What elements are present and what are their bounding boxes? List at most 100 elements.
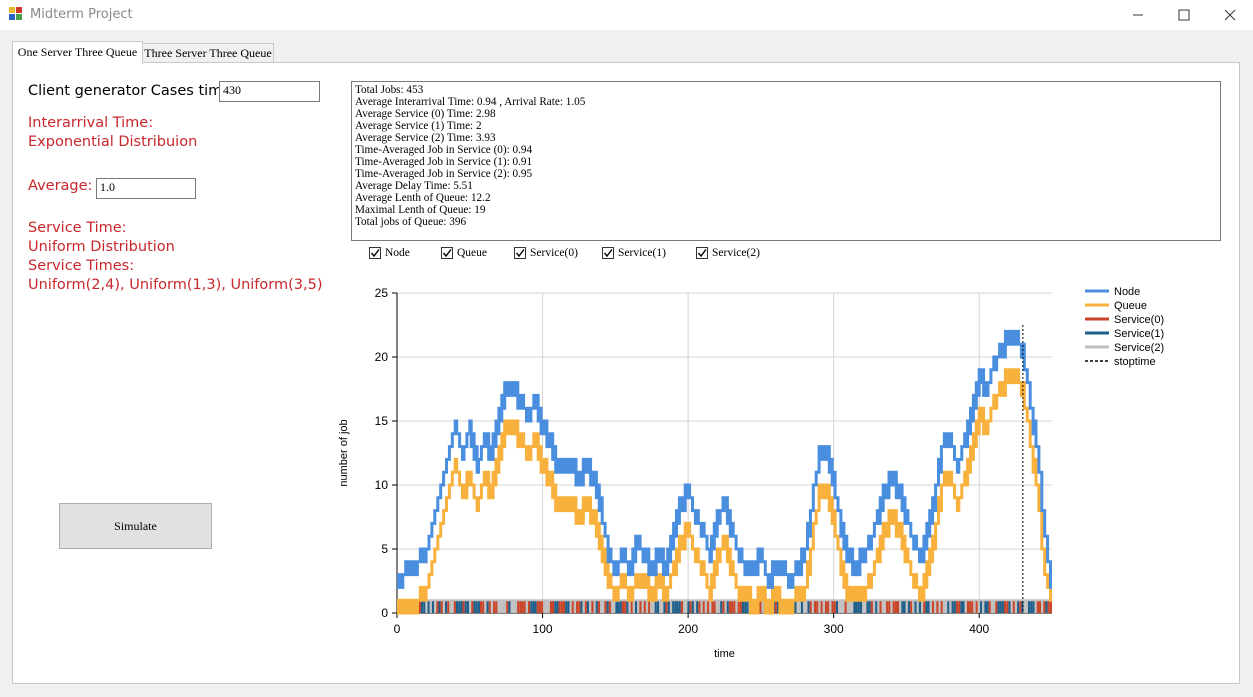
service-mark bbox=[1003, 600, 1007, 613]
service-mark bbox=[562, 600, 566, 613]
tab-three-server-three-queue[interactable]: Three Server Three Queue bbox=[142, 43, 274, 63]
service-mark bbox=[977, 600, 980, 613]
service-mark bbox=[702, 600, 705, 613]
close-button[interactable] bbox=[1207, 0, 1253, 30]
service-mark bbox=[567, 600, 570, 613]
service-mark bbox=[549, 600, 553, 613]
service-mark bbox=[693, 600, 697, 613]
service-mark bbox=[663, 600, 666, 613]
service-mark bbox=[969, 600, 972, 613]
checkbox-box[interactable] bbox=[602, 247, 614, 259]
checkbox-service-1[interactable]: Service(1) bbox=[602, 247, 666, 259]
legend-label: stoptime bbox=[1114, 356, 1156, 368]
service-mark bbox=[901, 600, 904, 613]
service-mark bbox=[698, 600, 701, 613]
service-mark bbox=[949, 600, 952, 613]
stats-line: Total Jobs: 453 bbox=[355, 84, 424, 96]
service-mark bbox=[940, 600, 943, 613]
y-tick-label: 20 bbox=[375, 350, 389, 364]
minimize-icon bbox=[1133, 14, 1143, 16]
x-tick-label: 300 bbox=[824, 622, 844, 636]
y-tick-label: 15 bbox=[375, 414, 389, 428]
x-tick-label: 100 bbox=[533, 622, 553, 636]
title-bar: Midterm Project bbox=[0, 0, 1253, 30]
service-mark bbox=[541, 600, 544, 613]
service-mark bbox=[495, 600, 498, 613]
service-mark bbox=[674, 600, 677, 613]
service-mark bbox=[669, 600, 673, 613]
service-mark bbox=[883, 600, 887, 613]
service-mark bbox=[746, 600, 749, 613]
service-mark bbox=[438, 600, 441, 613]
node-series-line bbox=[397, 329, 1052, 589]
service-mark bbox=[464, 600, 467, 613]
service-mark bbox=[477, 600, 480, 613]
stats-line: Time-Averaged Job in Service (0): 0.94 bbox=[355, 144, 533, 156]
simulate-button[interactable]: Simulate bbox=[59, 503, 212, 549]
app-icon bbox=[9, 7, 22, 20]
service-mark bbox=[543, 600, 546, 613]
checkbox-node[interactable]: Node bbox=[369, 247, 410, 259]
average-label: Average: bbox=[28, 178, 93, 194]
service-mark bbox=[602, 600, 605, 613]
service-mark bbox=[497, 600, 500, 613]
service-mark bbox=[759, 600, 762, 613]
stats-output[interactable]: Total Jobs: 453 Average Interarrival Tim… bbox=[351, 81, 1221, 241]
service-mark bbox=[484, 600, 487, 613]
service-mark bbox=[545, 600, 548, 613]
service-mark bbox=[816, 600, 819, 613]
service-mark bbox=[593, 600, 596, 613]
legend-label: Service(1) bbox=[1114, 328, 1164, 340]
stats-line: Time-Averaged Job in Service (1): 0.91 bbox=[355, 156, 533, 168]
service-mark bbox=[482, 600, 485, 613]
service-mark bbox=[798, 600, 801, 613]
checkbox-box[interactable] bbox=[696, 247, 708, 259]
service-mark bbox=[582, 600, 585, 613]
checkbox-queue[interactable]: Queue bbox=[441, 247, 487, 259]
checkbox-box[interactable] bbox=[441, 247, 453, 259]
service-mark bbox=[580, 600, 583, 613]
service-mark bbox=[488, 600, 491, 613]
service-mark bbox=[475, 600, 478, 613]
service-mark bbox=[942, 600, 946, 613]
tab-one-server-three-queue[interactable]: One Server Three Queue bbox=[12, 41, 143, 64]
service-mark bbox=[621, 600, 625, 613]
minimize-button[interactable] bbox=[1115, 0, 1161, 30]
service-mark bbox=[888, 600, 891, 613]
checkbox-service-0[interactable]: Service(0) bbox=[514, 247, 578, 259]
service-mark bbox=[584, 600, 587, 613]
service-mark bbox=[794, 600, 797, 613]
service-mark bbox=[945, 600, 948, 613]
service-mark bbox=[809, 600, 812, 613]
checkbox-box[interactable] bbox=[369, 247, 381, 259]
service-mark bbox=[471, 600, 474, 613]
service-mark bbox=[595, 600, 598, 613]
checkbox-box[interactable] bbox=[514, 247, 526, 259]
service-mark bbox=[676, 600, 679, 613]
service-mark bbox=[1014, 600, 1018, 613]
service-mark bbox=[639, 600, 642, 613]
service-mark bbox=[1019, 600, 1022, 613]
service-mark bbox=[606, 600, 609, 613]
service-mark bbox=[560, 600, 563, 613]
service-mark bbox=[814, 600, 817, 613]
service-mark bbox=[739, 600, 742, 613]
service-mark bbox=[578, 600, 581, 613]
checkbox-label: Node bbox=[385, 247, 410, 259]
checkbox-label: Queue bbox=[457, 247, 488, 259]
service-mark bbox=[650, 600, 653, 613]
service-mark bbox=[473, 600, 476, 613]
average-input[interactable]: 1.0 bbox=[96, 178, 196, 199]
service-mark bbox=[931, 600, 935, 613]
service-mark bbox=[982, 600, 985, 613]
service-mark bbox=[517, 600, 520, 613]
service-mark bbox=[696, 600, 699, 613]
service-mark bbox=[576, 600, 579, 613]
legend-label: Node bbox=[1114, 286, 1140, 298]
service-mark bbox=[995, 600, 998, 613]
service-mark bbox=[862, 600, 865, 613]
service-mark bbox=[532, 600, 535, 613]
cases-time-input[interactable]: 430 bbox=[219, 81, 320, 102]
checkbox-service-2[interactable]: Service(2) bbox=[696, 247, 760, 259]
maximize-button[interactable] bbox=[1161, 0, 1207, 30]
